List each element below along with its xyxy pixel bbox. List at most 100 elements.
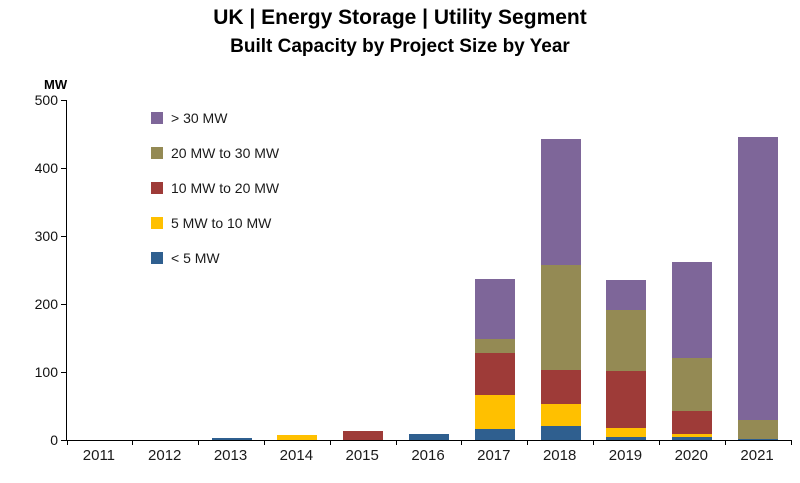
legend-item: 20 MW to 30 MW — [151, 145, 279, 161]
bar-slot-2017 — [462, 100, 528, 440]
bar-segment — [540, 403, 581, 427]
legend-swatch-icon — [151, 147, 163, 159]
legend-item: 5 MW to 10 MW — [151, 215, 279, 231]
stacked-bar-2011 — [80, 100, 120, 440]
stacked-bar-2019 — [606, 100, 647, 440]
bar-segment — [606, 310, 647, 371]
legend-item: < 5 MW — [151, 250, 279, 266]
x-tick-mark — [132, 440, 134, 445]
y-tick-label: 300 — [34, 228, 58, 244]
legend-swatch-icon — [151, 217, 163, 229]
x-tick-mark — [593, 440, 595, 445]
x-tick-label: 2012 — [148, 447, 182, 464]
bar-segment — [672, 410, 713, 434]
bar-segment — [738, 419, 779, 439]
x-tick-mark — [461, 440, 463, 445]
bar-segment — [672, 437, 713, 440]
legend: > 30 MW 20 MW to 30 MW 10 MW to 20 MW 5 MW … — [151, 110, 280, 286]
bar-segment — [474, 278, 515, 340]
y-tick-label: 200 — [34, 296, 58, 312]
bar-segment — [474, 429, 515, 440]
bar-slot-2011 — [67, 100, 133, 440]
y-tick-label: 400 — [34, 160, 58, 176]
bar-segment — [277, 435, 318, 440]
stacked-bar-2016 — [408, 100, 449, 440]
bar-segment — [474, 395, 515, 430]
bar-segment — [606, 428, 647, 438]
y-tick-mark — [61, 99, 67, 101]
y-tick-label: 500 — [34, 92, 58, 108]
bar-slot-2016 — [396, 100, 462, 440]
bar-segment — [672, 261, 713, 358]
y-tick-mark — [61, 167, 67, 169]
legend-item: 10 MW to 20 MW — [151, 180, 280, 196]
x-tick-label: 2014 — [279, 447, 314, 464]
bar-slot-2015 — [330, 100, 396, 440]
bar-segment — [474, 339, 515, 353]
bar-segment — [540, 139, 581, 265]
stacked-bar-2018 — [540, 100, 581, 440]
bar-segment — [606, 280, 647, 311]
stacked-bar-2015 — [343, 100, 384, 440]
x-tick-label: 2020 — [674, 447, 708, 464]
x-tick-label: 2017 — [477, 447, 511, 464]
x-tick-mark — [66, 440, 68, 445]
x-tick-label: 2021 — [740, 447, 774, 464]
x-tick-label: 2016 — [411, 447, 445, 464]
bar-segment — [738, 137, 779, 420]
bar-slot-2021 — [725, 100, 791, 440]
bar-segment — [540, 264, 581, 370]
y-tick-label: 0 — [50, 432, 58, 448]
x-tick-mark — [198, 440, 200, 445]
y-tick-mark — [61, 439, 67, 441]
stacked-bar-2021 — [738, 100, 779, 440]
legend-label: < 5 MW — [171, 250, 220, 266]
bar-segment — [474, 352, 515, 396]
x-tick-mark — [395, 440, 397, 445]
bar-segment — [211, 437, 252, 440]
legend-label: 10 MW to 20 MW — [171, 180, 280, 196]
x-tick-mark — [790, 440, 792, 445]
bar-segment — [540, 426, 581, 440]
stacked-bar-2013 — [211, 100, 252, 440]
bar-slot-2013 — [199, 100, 265, 440]
bar-segment — [738, 438, 779, 440]
x-tick-label: 2011 — [82, 447, 116, 464]
y-tick-mark — [61, 371, 67, 373]
x-tick-label: 2013 — [213, 447, 248, 464]
chart-subtitle: Built Capacity by Project Size by Year — [230, 36, 570, 57]
bar-segment — [606, 437, 647, 440]
y-tick-mark — [61, 235, 67, 237]
bar-slot-2019 — [594, 100, 660, 440]
legend-label: 5 MW to 10 MW — [171, 215, 272, 231]
x-tick-mark — [527, 440, 529, 445]
bar-segment — [672, 357, 713, 411]
bar-segment — [343, 431, 384, 440]
plot-area: 0 100 200 300 400 500 > 30 MW 20 MW to 30 MW 10… — [35, 92, 792, 448]
bar-segment — [540, 369, 581, 404]
x-tick-mark — [724, 440, 726, 445]
stacked-bar-2017 — [474, 100, 515, 440]
y-tick-mark — [61, 303, 67, 305]
y-tick-label: 100 — [34, 364, 58, 380]
legend-swatch-icon — [151, 112, 163, 124]
bar-segment — [672, 433, 713, 438]
legend-label: > 30 MW — [171, 110, 228, 126]
bar-slot-2020 — [659, 100, 725, 440]
stacked-bar-2020 — [672, 100, 713, 440]
legend-swatch-icon — [151, 252, 163, 264]
bar-slot-2014 — [264, 100, 330, 440]
x-tick-mark — [329, 440, 331, 445]
legend-item: > 30 MW — [151, 110, 279, 126]
x-tick-mark — [263, 440, 265, 445]
x-axis-labels: 2011 2012 2013 2014 2015 2016 2017 2018 2019 2020… — [66, 447, 790, 471]
x-tick-label: 2015 — [345, 447, 379, 464]
legend-swatch-icon — [151, 182, 163, 194]
chart-title: UK | Energy Storage | Utility Segment — [213, 6, 587, 29]
bar-slot-2018 — [528, 100, 594, 440]
bar-segment — [408, 433, 449, 440]
x-tick-mark — [658, 440, 660, 445]
x-tick-label: 2018 — [542, 447, 577, 464]
stacked-bar-2014 — [277, 100, 318, 440]
